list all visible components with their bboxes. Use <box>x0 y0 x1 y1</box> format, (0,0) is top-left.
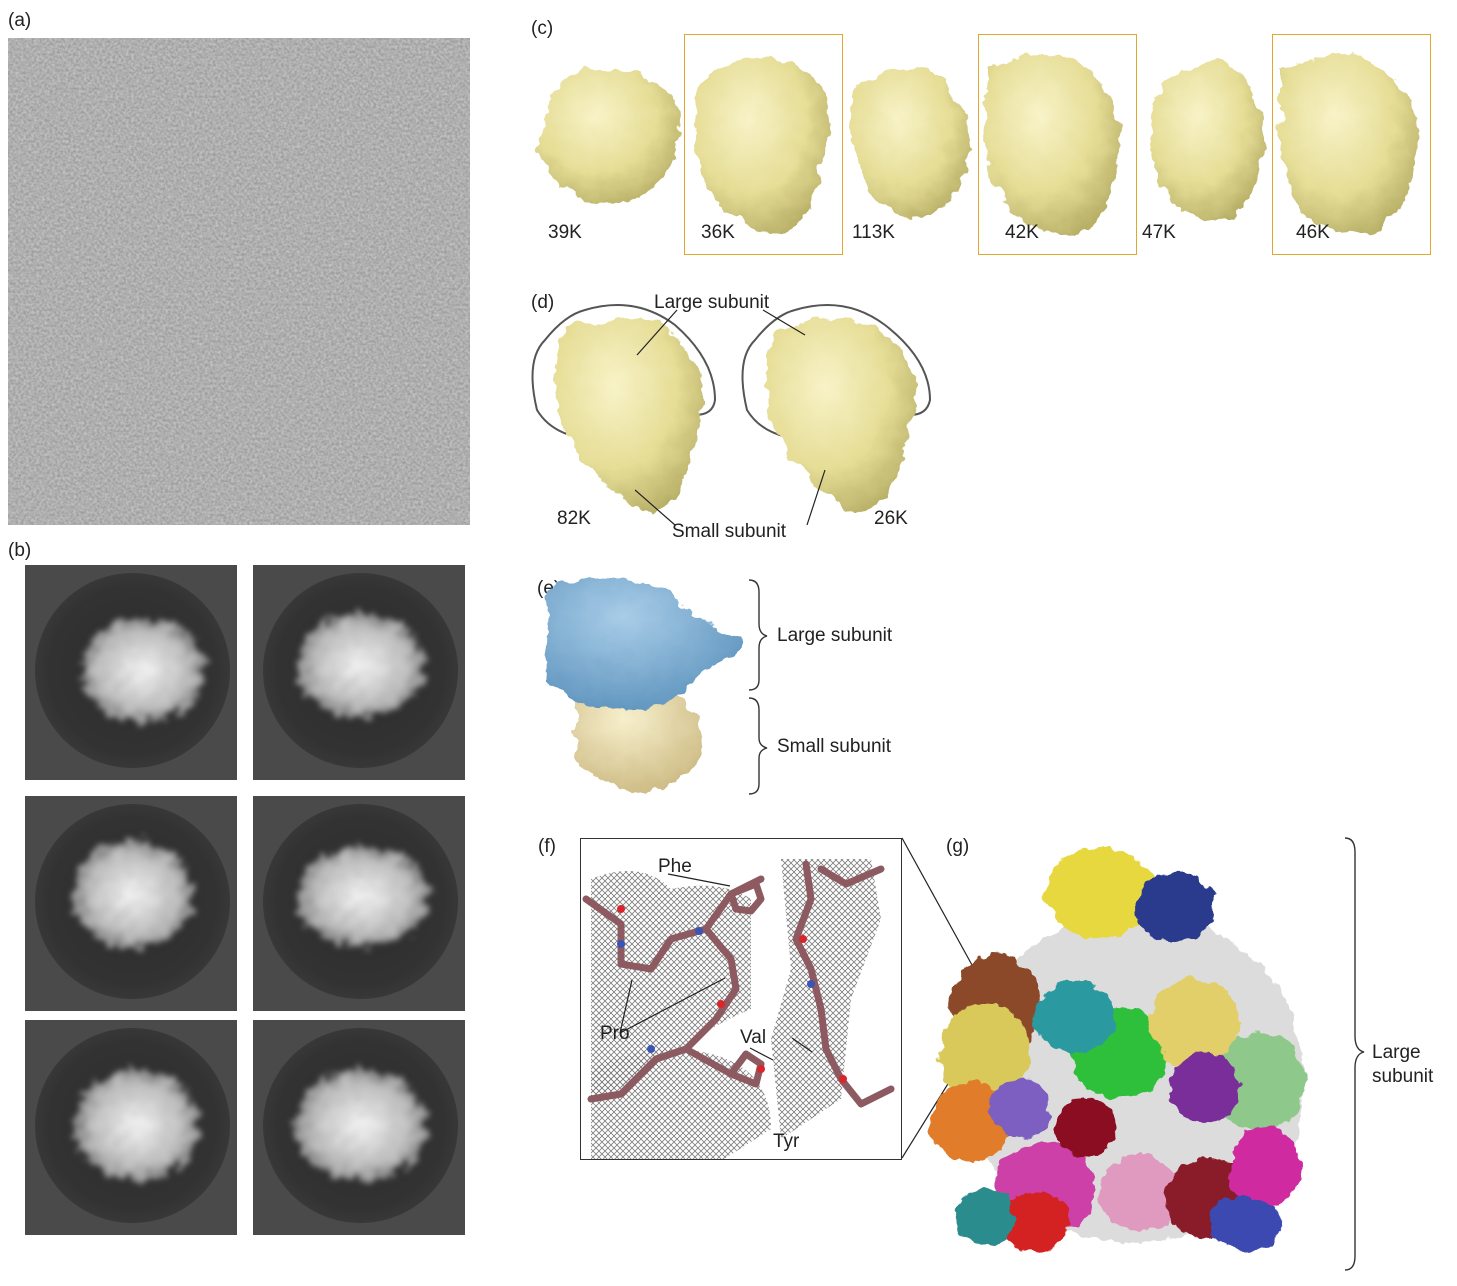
large-subunit-label-e: Large subunit <box>777 625 893 646</box>
large-subunit-density <box>545 577 742 711</box>
cryo-em-micrograph <box>8 38 470 525</box>
selected-class-frame-1 <box>684 34 843 255</box>
map-count-right: 26K <box>874 508 908 529</box>
large-subunit-label-d: Large subunit <box>654 292 770 313</box>
segmented-map <box>545 577 742 791</box>
consensus-map-26k <box>765 318 916 513</box>
class-average-1 <box>25 565 237 780</box>
residue-label-val: Val <box>740 1027 767 1048</box>
panel-g-label: (g) <box>946 836 970 857</box>
large-subunit-brace <box>1344 837 1365 1271</box>
class-count-2: 36K <box>701 222 735 243</box>
consensus-map-82k <box>555 318 704 513</box>
class-map-113k <box>851 67 970 220</box>
subunit-braces <box>748 579 768 795</box>
residue-label-phe: Phe <box>658 856 692 877</box>
residue-label-tyr: Tyr <box>773 1131 800 1152</box>
small-subunit-label-d: Small subunit <box>672 521 787 542</box>
map-count-left: 82K <box>557 508 591 529</box>
class-map-47k <box>1152 60 1265 220</box>
class-average-3 <box>25 796 237 1011</box>
small-subunit-density <box>575 688 703 791</box>
selected-class-frame-2 <box>978 34 1137 255</box>
panel-d-label: (d) <box>531 292 555 313</box>
residue-density-mesh <box>582 859 895 1159</box>
class-average-5 <box>25 1020 237 1235</box>
selected-class-frame-3 <box>1272 34 1431 255</box>
class-map-42k <box>985 54 1120 234</box>
inset-leader-lines <box>619 873 813 1061</box>
panel-a-label: (a) <box>8 10 32 31</box>
class-count-3: 113K <box>852 222 895 243</box>
class-map-36k <box>695 57 830 233</box>
panel-f-label: (f) <box>538 836 556 857</box>
large-subunit-label-g-line1: Large <box>1372 1042 1421 1063</box>
residue-label-pro: Pro <box>600 1023 630 1044</box>
class-map-46k <box>1279 54 1419 234</box>
small-subunit-label-e: Small subunit <box>777 736 892 757</box>
class-count-5: 47K <box>1142 222 1176 243</box>
density-fit-inset <box>580 838 902 1160</box>
panel-c-label: (c) <box>531 18 554 39</box>
panel-b-label: (b) <box>8 540 32 561</box>
class-average-4 <box>253 796 465 1011</box>
class-count-4: 42K <box>1005 222 1039 243</box>
refined-maps <box>531 304 932 526</box>
class-average-2 <box>253 565 465 780</box>
micrograph-noise <box>8 38 470 525</box>
class-count-1: 39K <box>548 222 582 243</box>
3d-class-maps <box>540 54 1419 234</box>
atomic-model <box>930 848 1305 1253</box>
class-map-39k <box>540 68 680 204</box>
large-subunit-label-g-line2: subunit <box>1372 1066 1434 1087</box>
class-average-6 <box>253 1020 465 1235</box>
class-count-6: 46K <box>1296 222 1330 243</box>
